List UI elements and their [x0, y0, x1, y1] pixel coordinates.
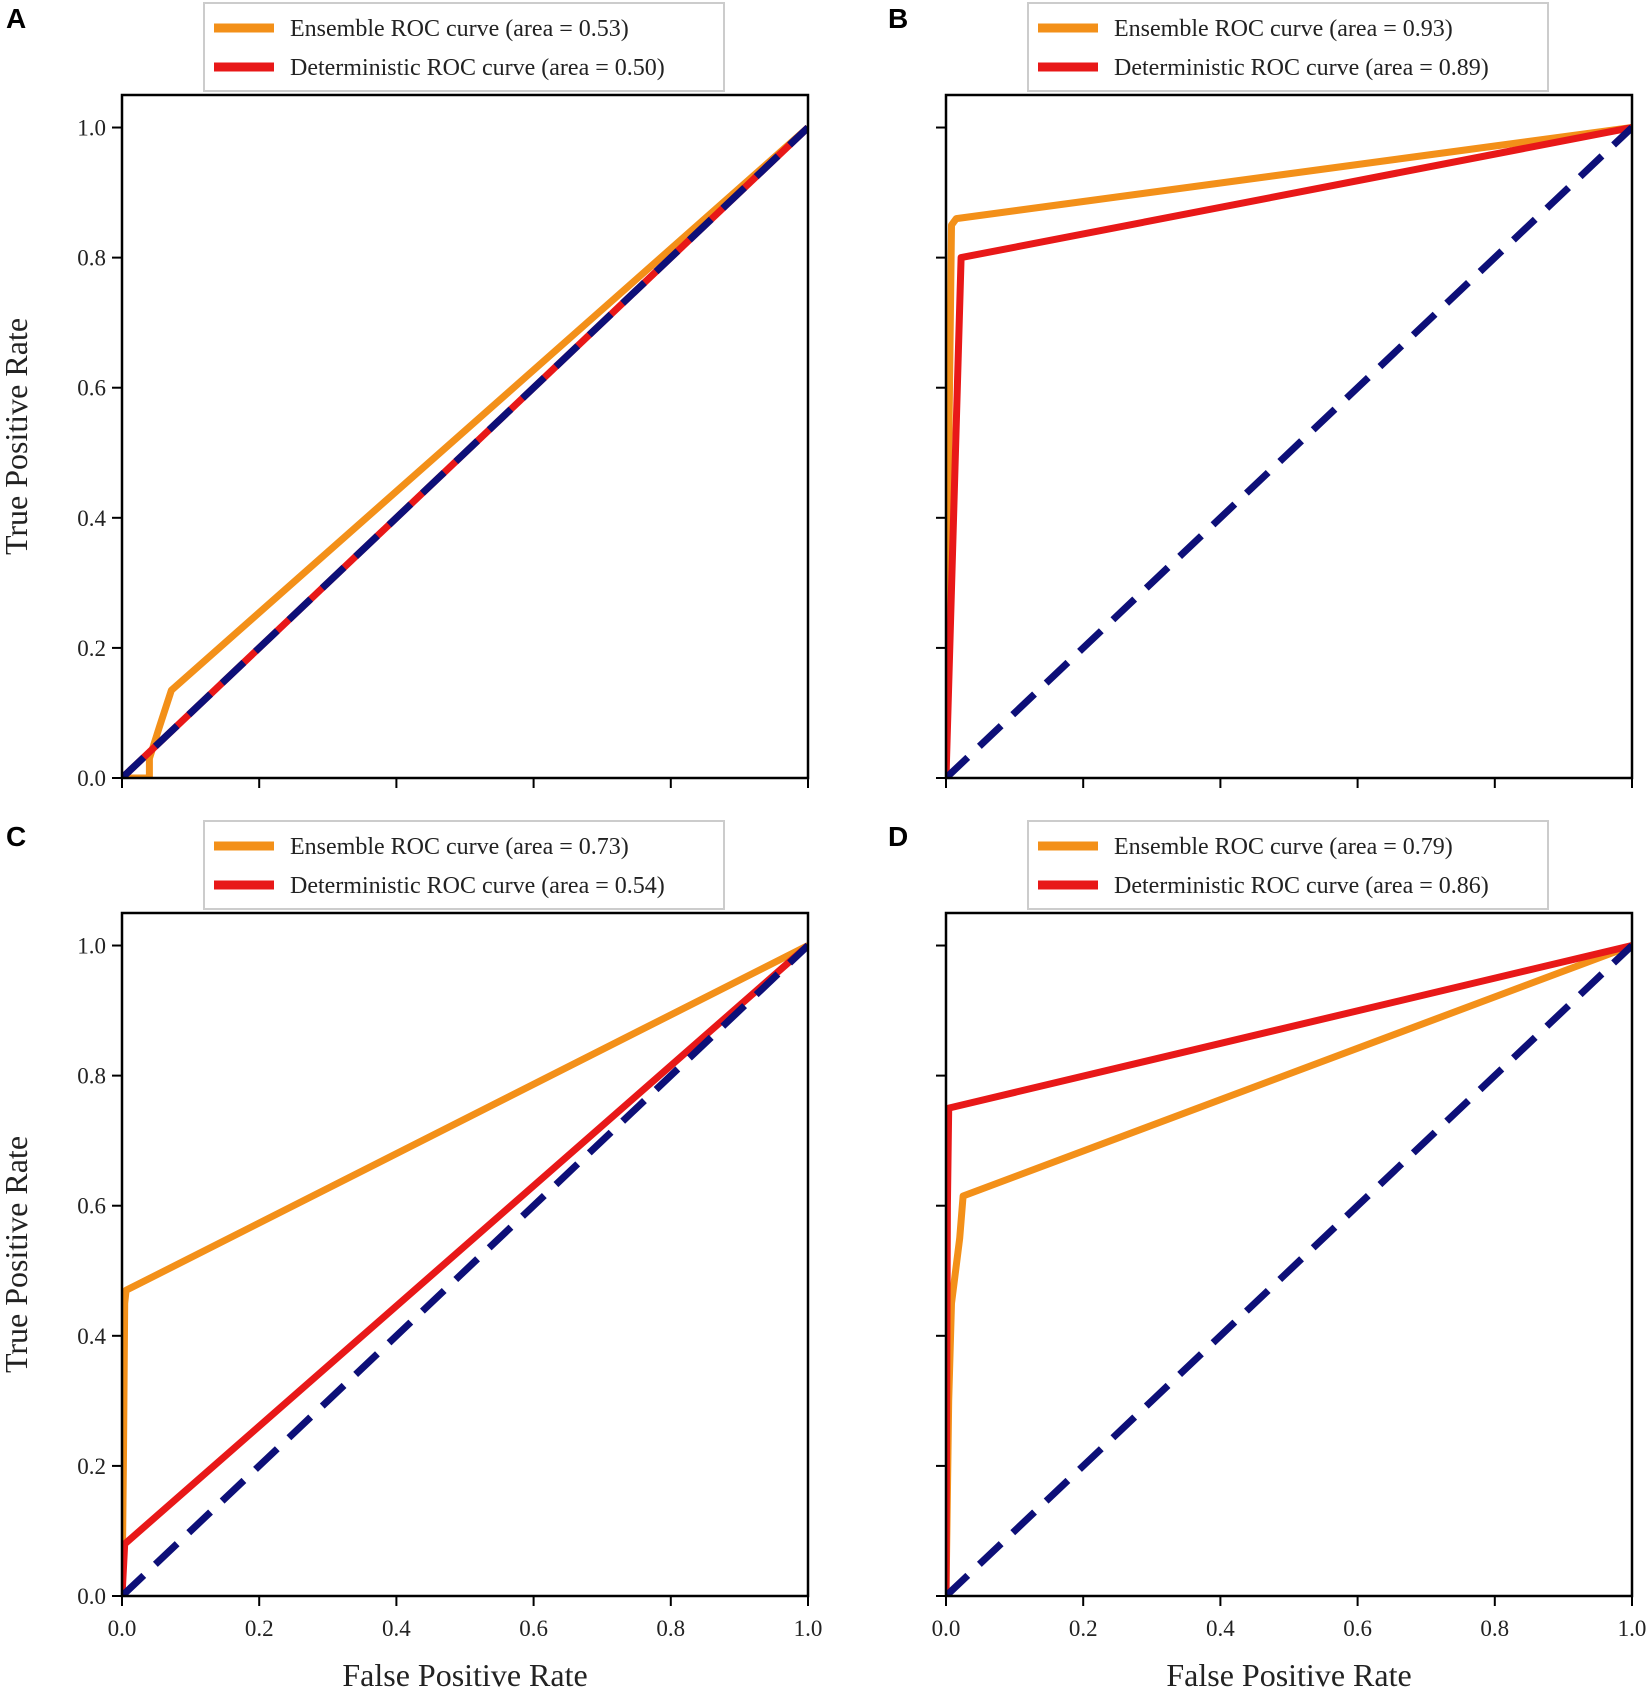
x-tick-label: 1.0: [794, 1616, 823, 1641]
x-tick-label: 0.8: [1480, 1616, 1509, 1641]
x-tick-label: 0.4: [382, 1616, 411, 1641]
chance-diagonal-line: [946, 942, 1632, 1596]
legend-ensemble-label: Ensemble ROC curve (area = 0.53): [290, 16, 629, 42]
x-tick-label: 1.0: [1618, 1616, 1647, 1641]
legend: Ensemble ROC curve (area = 0.93) Determin…: [1027, 2, 1549, 92]
ensemble-roc-line: [122, 124, 808, 778]
legend-box: [1027, 820, 1549, 910]
x-tick-label: 0.2: [1069, 1616, 1098, 1641]
x-axis-title: False Positive Rate: [1166, 1657, 1411, 1693]
legend: Ensemble ROC curve (area = 0.73) Determin…: [203, 820, 725, 910]
axes-frame: [120, 911, 810, 1598]
y-tick-label: 0.2: [77, 1454, 106, 1479]
x-tick-label: 0.4: [1206, 1616, 1235, 1641]
axes-frame: [944, 911, 1634, 1598]
y-tick-label: 0.0: [77, 1584, 106, 1609]
legend-box: [203, 2, 725, 92]
y-tick-label: 0.8: [77, 1064, 106, 1089]
legend-deterministic-label: Deterministic ROC curve (area = 0.89): [1114, 55, 1489, 81]
legend: Ensemble ROC curve (area = 0.53) Determin…: [203, 2, 725, 92]
y-tick-label: 0.6: [77, 1194, 106, 1219]
plot-area: [946, 942, 1632, 1596]
chance-diagonal-line: [122, 124, 808, 778]
panel-letter: D: [888, 821, 908, 852]
x-axis-title: False Positive Rate: [342, 1657, 587, 1693]
y-axis-title: True Positive Rate: [0, 1136, 34, 1373]
panel-a: A 0.0 0.2 0.4 0.6 0.8 1.0 True Positive Rate Ens…: [0, 2, 810, 791]
legend-deterministic-label: Deterministic ROC curve (area = 0.86): [1114, 873, 1489, 899]
y-tick-label: 0.6: [77, 376, 106, 401]
legend-ensemble-label: Ensemble ROC curve (area = 0.79): [1114, 834, 1453, 860]
legend-box: [1027, 2, 1549, 92]
y-axis-title: True Positive Rate: [0, 318, 34, 555]
panel-letter: C: [6, 821, 26, 852]
y-tick-label: 1.0: [77, 116, 106, 141]
y-tick-label: 1.0: [77, 934, 106, 959]
chance-diagonal-line: [122, 942, 808, 1596]
legend-box: [203, 820, 725, 910]
y-tick-label: 0.4: [77, 506, 106, 531]
axes-frame: [944, 93, 1634, 780]
x-tick-label: 0.8: [656, 1616, 685, 1641]
y-tick-label: 0.4: [77, 1324, 106, 1349]
x-tick-label: 0.0: [932, 1616, 961, 1641]
y-tick-label: 0.8: [77, 246, 106, 271]
panel-b: B Ensemble ROC curve (area = 0.93) Determi…: [888, 2, 1634, 788]
ensemble-roc-line: [946, 124, 1632, 778]
y-tick-label: 0.2: [77, 636, 106, 661]
legend-deterministic-label: Deterministic ROC curve (area = 0.54): [290, 873, 665, 899]
legend-ensemble-label: Ensemble ROC curve (area = 0.93): [1114, 16, 1453, 42]
axes-frame: [120, 93, 810, 780]
x-tick-label: 0.6: [519, 1616, 548, 1641]
legend: Ensemble ROC curve (area = 0.79) Determin…: [1027, 820, 1549, 910]
plot-area: [122, 942, 808, 1596]
plot-area: [122, 124, 808, 778]
plot-area: [946, 124, 1632, 778]
y-tick-label: 0.0: [77, 766, 106, 791]
panel-letter: B: [888, 3, 908, 34]
panel-d: D 0.0 0.2 0.4 0.6 0.8 1.0 False Positive Rate En…: [888, 820, 1647, 1693]
x-tick-label: 0.0: [108, 1616, 137, 1641]
legend-deterministic-label: Deterministic ROC curve (area = 0.50): [290, 55, 665, 81]
x-tick-label: 0.6: [1343, 1616, 1372, 1641]
x-tick-label: 0.2: [245, 1616, 274, 1641]
panel-letter: A: [6, 3, 26, 34]
legend-ensemble-label: Ensemble ROC curve (area = 0.73): [290, 834, 629, 860]
chance-diagonal-line: [946, 124, 1632, 778]
panel-c: C 0.00.0 0.2 0.2 0.4 0.4 0.6 0.6 0.8 0.8 1.0 1.0 Tru…: [0, 820, 823, 1693]
deterministic-roc-line: [946, 124, 1632, 778]
